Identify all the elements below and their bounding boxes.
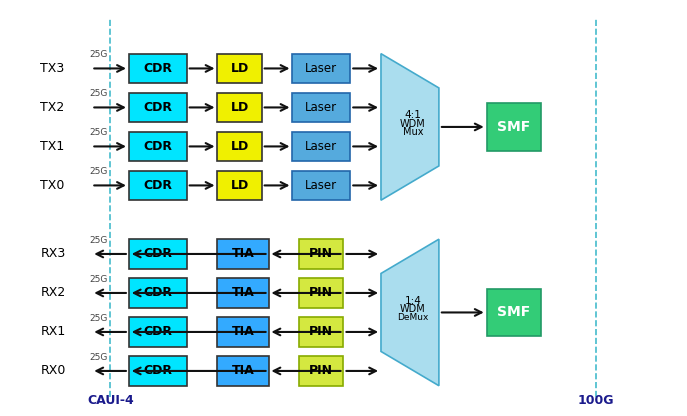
Text: 25G: 25G: [89, 314, 107, 323]
FancyBboxPatch shape: [217, 278, 269, 308]
Text: TX3: TX3: [41, 62, 65, 75]
Text: TIA: TIA: [232, 248, 254, 260]
Text: RX3: RX3: [41, 248, 65, 260]
FancyBboxPatch shape: [129, 278, 187, 308]
Text: CDR: CDR: [144, 325, 172, 339]
Text: 25G: 25G: [89, 236, 107, 245]
Text: Mux: Mux: [403, 127, 423, 137]
FancyBboxPatch shape: [293, 93, 350, 122]
Text: RX0: RX0: [41, 364, 66, 377]
Text: CDR: CDR: [144, 140, 172, 153]
Text: CAUI-4: CAUI-4: [87, 394, 134, 407]
FancyBboxPatch shape: [293, 131, 350, 161]
Text: CDR: CDR: [144, 364, 172, 377]
FancyBboxPatch shape: [293, 54, 350, 83]
FancyBboxPatch shape: [293, 171, 350, 200]
Text: WDM: WDM: [400, 119, 426, 129]
Text: LD: LD: [230, 101, 249, 114]
FancyBboxPatch shape: [129, 54, 187, 83]
FancyBboxPatch shape: [300, 317, 344, 347]
Text: CDR: CDR: [144, 287, 172, 300]
FancyBboxPatch shape: [300, 239, 344, 269]
Text: CDR: CDR: [144, 62, 172, 75]
Text: 100G: 100G: [577, 394, 614, 407]
Text: Laser: Laser: [305, 140, 337, 153]
Text: CDR: CDR: [144, 179, 172, 192]
FancyBboxPatch shape: [129, 356, 187, 386]
Text: 4:1: 4:1: [405, 110, 421, 121]
Text: PIN: PIN: [309, 287, 333, 300]
Text: PIN: PIN: [309, 325, 333, 339]
FancyBboxPatch shape: [129, 131, 187, 161]
FancyBboxPatch shape: [300, 278, 344, 308]
Text: SMF: SMF: [497, 305, 530, 319]
Text: CDR: CDR: [144, 248, 172, 260]
Text: Laser: Laser: [305, 179, 337, 192]
Polygon shape: [381, 54, 439, 200]
FancyBboxPatch shape: [217, 239, 269, 269]
FancyBboxPatch shape: [300, 356, 344, 386]
Text: 25G: 25G: [89, 167, 107, 176]
Text: TX1: TX1: [41, 140, 65, 153]
FancyBboxPatch shape: [486, 103, 541, 151]
FancyBboxPatch shape: [217, 317, 269, 347]
FancyBboxPatch shape: [217, 131, 262, 161]
Text: 25G: 25G: [89, 129, 107, 137]
Text: 25G: 25G: [89, 50, 107, 59]
Text: LD: LD: [230, 179, 249, 192]
Text: 25G: 25G: [89, 275, 107, 284]
FancyBboxPatch shape: [217, 171, 262, 200]
Text: TIA: TIA: [232, 364, 254, 377]
FancyBboxPatch shape: [217, 93, 262, 122]
Text: Laser: Laser: [305, 62, 337, 75]
FancyBboxPatch shape: [217, 356, 269, 386]
Text: Laser: Laser: [305, 101, 337, 114]
Text: SMF: SMF: [497, 120, 530, 134]
Text: LD: LD: [230, 140, 249, 153]
Text: TX2: TX2: [41, 101, 65, 114]
Text: DeMux: DeMux: [397, 313, 429, 322]
FancyBboxPatch shape: [129, 171, 187, 200]
Text: 1:4: 1:4: [405, 296, 421, 306]
FancyBboxPatch shape: [217, 54, 262, 83]
FancyBboxPatch shape: [129, 239, 187, 269]
FancyBboxPatch shape: [129, 317, 187, 347]
Text: 25G: 25G: [89, 353, 107, 362]
Text: TIA: TIA: [232, 325, 254, 339]
Polygon shape: [381, 239, 439, 386]
Text: TIA: TIA: [232, 287, 254, 300]
Text: RX1: RX1: [41, 325, 65, 339]
Text: RX2: RX2: [41, 287, 65, 300]
Text: WDM: WDM: [400, 304, 426, 314]
Text: 25G: 25G: [89, 89, 107, 99]
Text: LD: LD: [230, 62, 249, 75]
Text: TX0: TX0: [41, 179, 65, 192]
Text: CDR: CDR: [144, 101, 172, 114]
FancyBboxPatch shape: [129, 93, 187, 122]
FancyBboxPatch shape: [486, 289, 541, 336]
Text: PIN: PIN: [309, 248, 333, 260]
Text: PIN: PIN: [309, 364, 333, 377]
